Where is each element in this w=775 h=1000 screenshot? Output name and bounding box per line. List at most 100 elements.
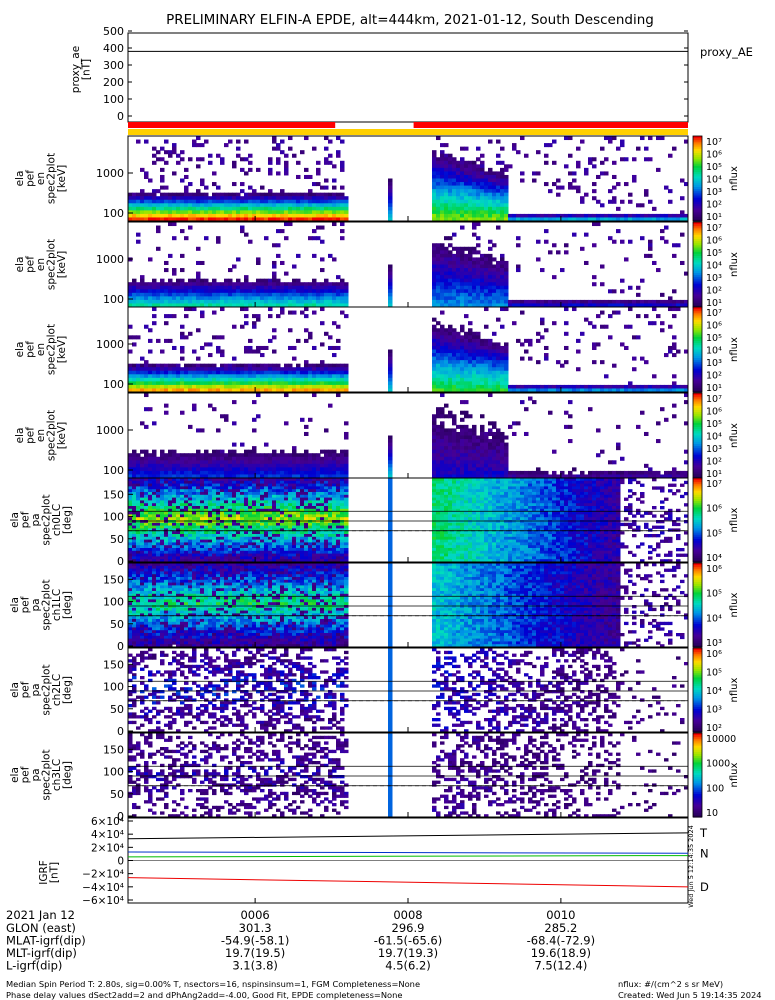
spectrogram-cell bbox=[148, 531, 153, 535]
spectrogram-cell bbox=[188, 296, 193, 301]
spectrogram-cell bbox=[672, 381, 677, 386]
colorbar-step bbox=[693, 304, 702, 308]
spectrogram-cell bbox=[440, 363, 445, 368]
spectrogram-cell bbox=[572, 474, 577, 479]
spectrogram-cell bbox=[448, 236, 453, 241]
spectrogram-cell bbox=[296, 217, 301, 222]
spectrogram-cell bbox=[244, 367, 249, 372]
spectrogram-cell bbox=[440, 393, 445, 398]
spectrogram-cell bbox=[260, 213, 265, 218]
spectrogram-cell bbox=[440, 338, 445, 343]
spectrogram-cell bbox=[204, 289, 209, 294]
spectrogram-cell bbox=[584, 260, 589, 265]
spectrogram-cell bbox=[200, 489, 205, 493]
spectrogram-cell bbox=[180, 203, 185, 208]
spectrogram-cell bbox=[460, 345, 465, 350]
spectrogram-cell bbox=[492, 196, 497, 201]
spectrogram-cell bbox=[208, 367, 213, 372]
spectrogram-cell bbox=[232, 363, 237, 368]
spectrogram-cell bbox=[500, 370, 505, 375]
spectrogram-cell bbox=[672, 303, 677, 308]
spectrogram-cell bbox=[476, 206, 481, 211]
spectrogram-cell bbox=[152, 514, 157, 518]
spectrogram-cell bbox=[544, 299, 549, 304]
spectrogram-cell bbox=[172, 467, 177, 472]
spectrogram-cell bbox=[280, 374, 285, 379]
spectrogram-cell bbox=[480, 338, 485, 343]
spectrogram-cell bbox=[432, 328, 437, 333]
spectrogram-cell bbox=[160, 174, 165, 179]
spectrogram-cell bbox=[660, 321, 665, 326]
spectrogram-cell bbox=[164, 536, 169, 541]
spectrogram-cell bbox=[212, 542, 217, 546]
spectrogram-cell bbox=[344, 199, 349, 204]
spectrogram-cell bbox=[532, 217, 537, 222]
spectrogram-cell bbox=[476, 374, 481, 379]
spectrogram-cell bbox=[208, 403, 213, 408]
spectrogram-cell bbox=[140, 217, 145, 222]
spectrogram-cell bbox=[128, 384, 133, 389]
spectrogram-cell bbox=[132, 192, 137, 197]
spectrogram-cell bbox=[484, 456, 489, 461]
spectrogram-cell bbox=[188, 217, 193, 222]
spectrogram-cell bbox=[136, 463, 141, 468]
spectrogram-cell bbox=[468, 206, 473, 211]
spectrogram-cell bbox=[504, 206, 509, 211]
spectrogram-cell bbox=[388, 189, 393, 194]
spectrogram-cell bbox=[208, 285, 213, 290]
spectrogram-cell bbox=[128, 299, 133, 304]
spectrogram-cell bbox=[452, 167, 457, 172]
spectrogram-cell bbox=[488, 453, 493, 458]
spectrogram-cell bbox=[292, 474, 297, 479]
colorbar-tick-label: 10¹ bbox=[706, 469, 722, 480]
spectrogram-cell bbox=[152, 503, 157, 507]
spectrogram-cell bbox=[664, 388, 669, 393]
spectrogram-cell bbox=[572, 303, 577, 308]
spectrogram-cell bbox=[256, 384, 261, 389]
spectrogram-cell bbox=[128, 377, 133, 382]
spectrogram-cell bbox=[664, 239, 669, 244]
spectrogram-cell bbox=[212, 559, 217, 563]
spectrogram-cell bbox=[152, 500, 157, 504]
spectrogram-cell bbox=[160, 456, 165, 461]
spectrogram-cell bbox=[252, 303, 257, 308]
spectrogram-cell bbox=[620, 303, 625, 308]
spectrogram-cell bbox=[192, 388, 197, 393]
spectrogram-cell bbox=[556, 250, 561, 255]
spectrogram-cell bbox=[388, 367, 393, 372]
spectrogram-cell bbox=[144, 460, 149, 465]
spectrogram-cell bbox=[180, 503, 185, 507]
spectrogram-cell bbox=[164, 553, 169, 557]
spectrogram-cell bbox=[208, 377, 213, 382]
spectrogram-cell bbox=[164, 511, 169, 515]
spectrogram-cell bbox=[128, 522, 133, 527]
spectrogram-cell bbox=[388, 217, 393, 222]
spectrogram-cell bbox=[192, 467, 197, 472]
spectrogram-cell bbox=[164, 217, 169, 222]
spectrogram-cell bbox=[460, 410, 465, 415]
spectrogram-cell bbox=[492, 360, 497, 365]
spectrogram-cell bbox=[144, 370, 149, 375]
spectrogram-cell bbox=[180, 553, 185, 557]
spectrogram-cell bbox=[672, 388, 677, 393]
spectrogram-cell bbox=[256, 456, 261, 461]
spectrogram-cell bbox=[264, 289, 269, 294]
spectrogram-cell bbox=[256, 285, 261, 290]
spectrogram-cell bbox=[280, 196, 285, 201]
spectrogram-cell bbox=[156, 525, 161, 529]
spectrogram-cell bbox=[504, 360, 509, 365]
spectrogram-cell bbox=[176, 503, 181, 507]
spectrogram-cell bbox=[144, 500, 149, 504]
spectrogram-cell bbox=[212, 367, 217, 372]
spectrogram-cell bbox=[244, 467, 249, 472]
spectrogram-cell bbox=[628, 299, 633, 304]
spectrogram-cell bbox=[212, 213, 217, 218]
spectrogram-cell bbox=[184, 374, 189, 379]
spectrogram-cell bbox=[476, 196, 481, 201]
spectrogram-cell bbox=[444, 271, 449, 276]
spectrogram-cell bbox=[304, 338, 309, 343]
spectrogram-cell bbox=[308, 388, 313, 393]
spectrogram-cell bbox=[212, 217, 217, 222]
spectrogram-cell bbox=[580, 196, 585, 201]
spectrogram-cell bbox=[236, 367, 241, 372]
